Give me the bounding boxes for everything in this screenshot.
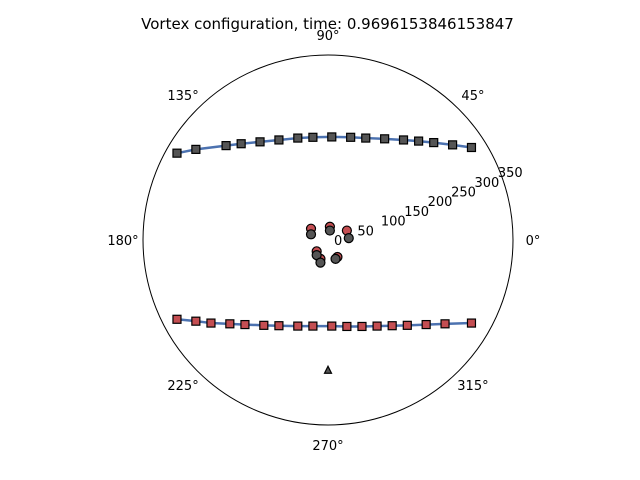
angle-tick-label: 135° xyxy=(167,89,198,104)
square-marker xyxy=(191,144,201,154)
radial-tick-label: 250 xyxy=(451,186,476,201)
chart-title: Vortex configuration, time: 0.9696153846… xyxy=(141,15,514,33)
square-marker xyxy=(308,321,318,331)
radial-tick-label: 300 xyxy=(474,176,499,191)
square-marker xyxy=(293,133,303,143)
radial-tick-label: 50 xyxy=(357,224,374,239)
square-marker xyxy=(221,141,231,151)
square-marker xyxy=(414,136,424,146)
series-line xyxy=(176,135,472,155)
angle-tick-label: 270° xyxy=(312,439,343,454)
square-marker xyxy=(466,318,477,328)
circle-marker xyxy=(305,229,317,240)
angle-tick-label: 0° xyxy=(526,234,541,249)
square-marker xyxy=(259,320,269,330)
square-marker xyxy=(240,319,250,330)
circle-marker xyxy=(315,257,326,268)
square-marker xyxy=(387,321,397,331)
data-series xyxy=(172,132,477,374)
radial-tick-label: 150 xyxy=(404,205,429,220)
square-marker xyxy=(402,320,412,330)
square-marker xyxy=(327,321,337,331)
square-marker xyxy=(398,135,409,145)
angle-tick-label: 225° xyxy=(167,379,198,394)
square-marker xyxy=(342,321,352,332)
radial-tick-label: 0 xyxy=(334,234,342,249)
square-marker xyxy=(447,140,458,150)
square-marker xyxy=(172,314,182,324)
circle-marker xyxy=(330,253,341,264)
square-marker xyxy=(346,132,356,142)
square-marker xyxy=(274,321,284,331)
angle-tick-labels: 0° 45° 90° 135° 180° 225° 270° 315° xyxy=(107,29,540,454)
circle-marker xyxy=(324,225,335,236)
radial-tick-label: 100 xyxy=(381,215,406,230)
square-marker xyxy=(440,319,450,329)
square-marker xyxy=(466,142,477,153)
circle-marker xyxy=(343,233,354,244)
square-marker xyxy=(236,139,246,149)
polar-frame xyxy=(142,54,514,426)
triangle-marker xyxy=(323,364,333,374)
radial-tick-label: 200 xyxy=(428,195,453,210)
square-marker xyxy=(308,132,318,142)
square-marker xyxy=(206,318,216,328)
angle-tick-label: 45° xyxy=(461,89,484,104)
angle-tick-label: 90° xyxy=(316,29,339,44)
radial-tick-label: 350 xyxy=(498,166,523,181)
square-marker xyxy=(293,321,303,331)
angle-tick-label: 180° xyxy=(107,234,138,249)
square-marker xyxy=(172,148,182,158)
square-marker xyxy=(274,135,284,145)
square-marker xyxy=(191,316,201,326)
square-marker xyxy=(429,137,439,148)
square-marker xyxy=(255,137,265,147)
angle-tick-label: 315° xyxy=(457,379,488,394)
square-marker xyxy=(225,319,235,329)
square-marker xyxy=(361,133,371,143)
square-marker xyxy=(357,321,367,332)
square-marker xyxy=(380,134,390,144)
square-marker xyxy=(372,321,382,331)
square-marker xyxy=(327,132,337,142)
square-marker xyxy=(421,319,431,330)
